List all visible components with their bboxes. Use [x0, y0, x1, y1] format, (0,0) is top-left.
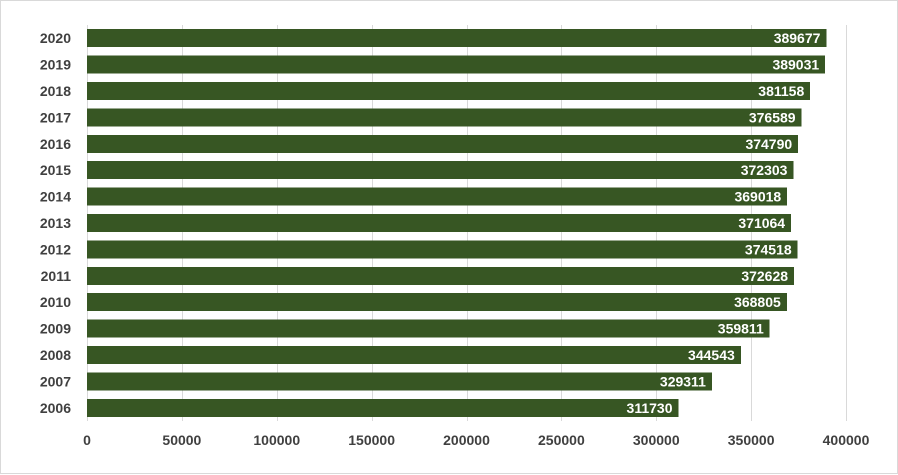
data-label: 372628: [741, 268, 788, 284]
category-label: 2015: [40, 162, 71, 178]
category-label: 2007: [40, 373, 71, 389]
bar-2018: [87, 82, 811, 100]
bar-2013: [87, 214, 792, 232]
category-label: 2008: [40, 347, 71, 363]
bar-2009: [87, 319, 770, 338]
category-label: 2017: [40, 109, 71, 125]
category-label: 2013: [40, 215, 71, 231]
data-label: 374790: [745, 136, 792, 152]
data-label: 311730: [627, 400, 673, 416]
category-label: 2009: [40, 321, 71, 337]
x-tick-label: 250000: [538, 432, 585, 448]
x-tick-label: 400000: [823, 432, 870, 448]
x-tick-label: 50000: [162, 432, 201, 448]
bar-2015: [87, 161, 794, 180]
x-tick-label: 0: [83, 432, 91, 448]
data-label: 374518: [745, 241, 792, 257]
x-tick-label: 150000: [348, 432, 395, 448]
data-labels: 389677 389031 381158 376589 374790 372303 3690…: [627, 30, 821, 416]
data-label: 376589: [749, 109, 796, 125]
bar-2017: [87, 108, 802, 127]
data-label: 329311: [660, 373, 706, 389]
bar-2012: [87, 240, 798, 259]
category-label: 2010: [40, 294, 71, 310]
bar-2006: [87, 398, 679, 417]
category-label: 2016: [40, 136, 71, 152]
bar-2019: [87, 55, 826, 74]
data-label: 368805: [734, 294, 781, 310]
category-label: 2012: [40, 241, 71, 257]
x-tick-label: 300000: [633, 432, 680, 448]
x-tick-labels: 0 50000 100000 150000 200000 250000 300000 3500…: [83, 432, 869, 448]
bars: [87, 29, 827, 417]
category-label: 2006: [40, 400, 71, 416]
bar-2016: [87, 134, 799, 153]
bar-2011: [87, 266, 795, 285]
category-label: 2018: [40, 83, 71, 99]
data-label: 389031: [772, 57, 819, 73]
data-label: 389677: [774, 30, 821, 46]
bar-2020: [87, 29, 827, 48]
x-tick-label: 200000: [443, 432, 490, 448]
data-label: 369018: [734, 189, 781, 205]
category-label: 2020: [40, 30, 71, 46]
data-label: 344543: [688, 347, 735, 363]
bar-2010: [87, 293, 787, 312]
data-label: 372303: [741, 162, 788, 178]
category-label: 2014: [40, 189, 71, 205]
data-label: 359811: [718, 321, 764, 337]
bar-2008: [87, 346, 741, 364]
category-label: 2019: [40, 57, 71, 73]
data-label: 371064: [738, 215, 785, 231]
x-tick-label: 350000: [728, 432, 775, 448]
bar-2014: [87, 187, 788, 206]
bar-2007: [87, 372, 712, 391]
category-labels: 2020 2019 2018 2017 2016 2015 2014 2013 2012 2011…: [40, 30, 71, 416]
category-label: 2011: [41, 268, 72, 284]
x-tick-label: 100000: [253, 432, 300, 448]
data-label: 381158: [758, 83, 804, 99]
